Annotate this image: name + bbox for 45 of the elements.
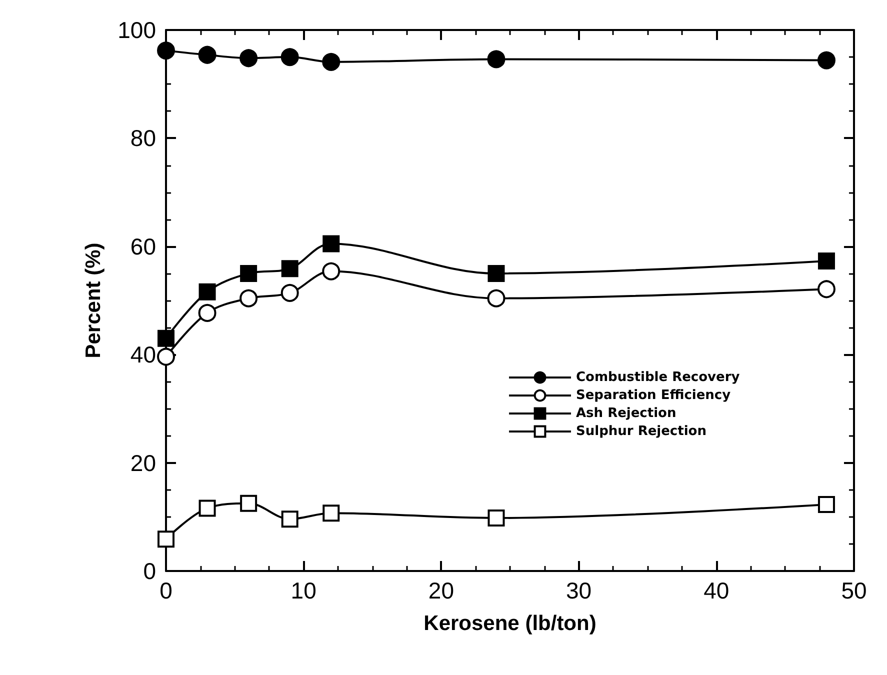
point	[322, 52, 340, 71]
point	[198, 283, 216, 300]
x-tick-label: 40	[704, 578, 730, 604]
point	[817, 280, 836, 298]
point	[158, 330, 174, 347]
point	[240, 49, 258, 68]
point	[322, 504, 340, 522]
point	[817, 51, 836, 70]
x-tick-label: 20	[428, 578, 454, 604]
point	[157, 42, 175, 60]
y-tick-label: 100	[118, 17, 156, 43]
legend-label: Combustible Recovery	[576, 370, 740, 385]
y-tick-label: 80	[130, 125, 156, 152]
point	[240, 494, 258, 512]
point	[281, 260, 298, 278]
legend-label: Ash Rejection	[576, 406, 676, 421]
x-tick-label: 10	[290, 578, 316, 604]
y-tick-label: 20	[130, 450, 156, 476]
x-tick-label: 0	[160, 578, 172, 604]
x-tick-label: 50	[841, 578, 867, 604]
point	[488, 509, 505, 526]
y-tick-label: 60	[130, 233, 156, 260]
point	[158, 530, 174, 548]
point	[818, 496, 835, 513]
point	[488, 264, 505, 282]
point	[198, 46, 216, 64]
point	[322, 262, 340, 280]
point	[240, 264, 258, 282]
x-axis-title: Kerosene (lb/ton)	[424, 612, 596, 635]
legend-label: Sulphur Rejection	[576, 424, 706, 439]
point	[487, 50, 506, 68]
y-axis-title: Percent (%)	[82, 242, 105, 358]
point	[280, 48, 299, 66]
point	[280, 284, 299, 302]
point	[487, 289, 506, 308]
point	[818, 252, 835, 270]
point	[240, 289, 258, 308]
point	[198, 304, 216, 322]
x-tick-label: 30	[566, 578, 592, 604]
point	[198, 500, 216, 517]
y-tick-label: 0	[143, 558, 156, 584]
legend-label: Separation Efficiency	[576, 388, 732, 403]
y-tick-label: 40	[130, 342, 156, 368]
point	[281, 510, 298, 528]
point	[322, 235, 340, 252]
